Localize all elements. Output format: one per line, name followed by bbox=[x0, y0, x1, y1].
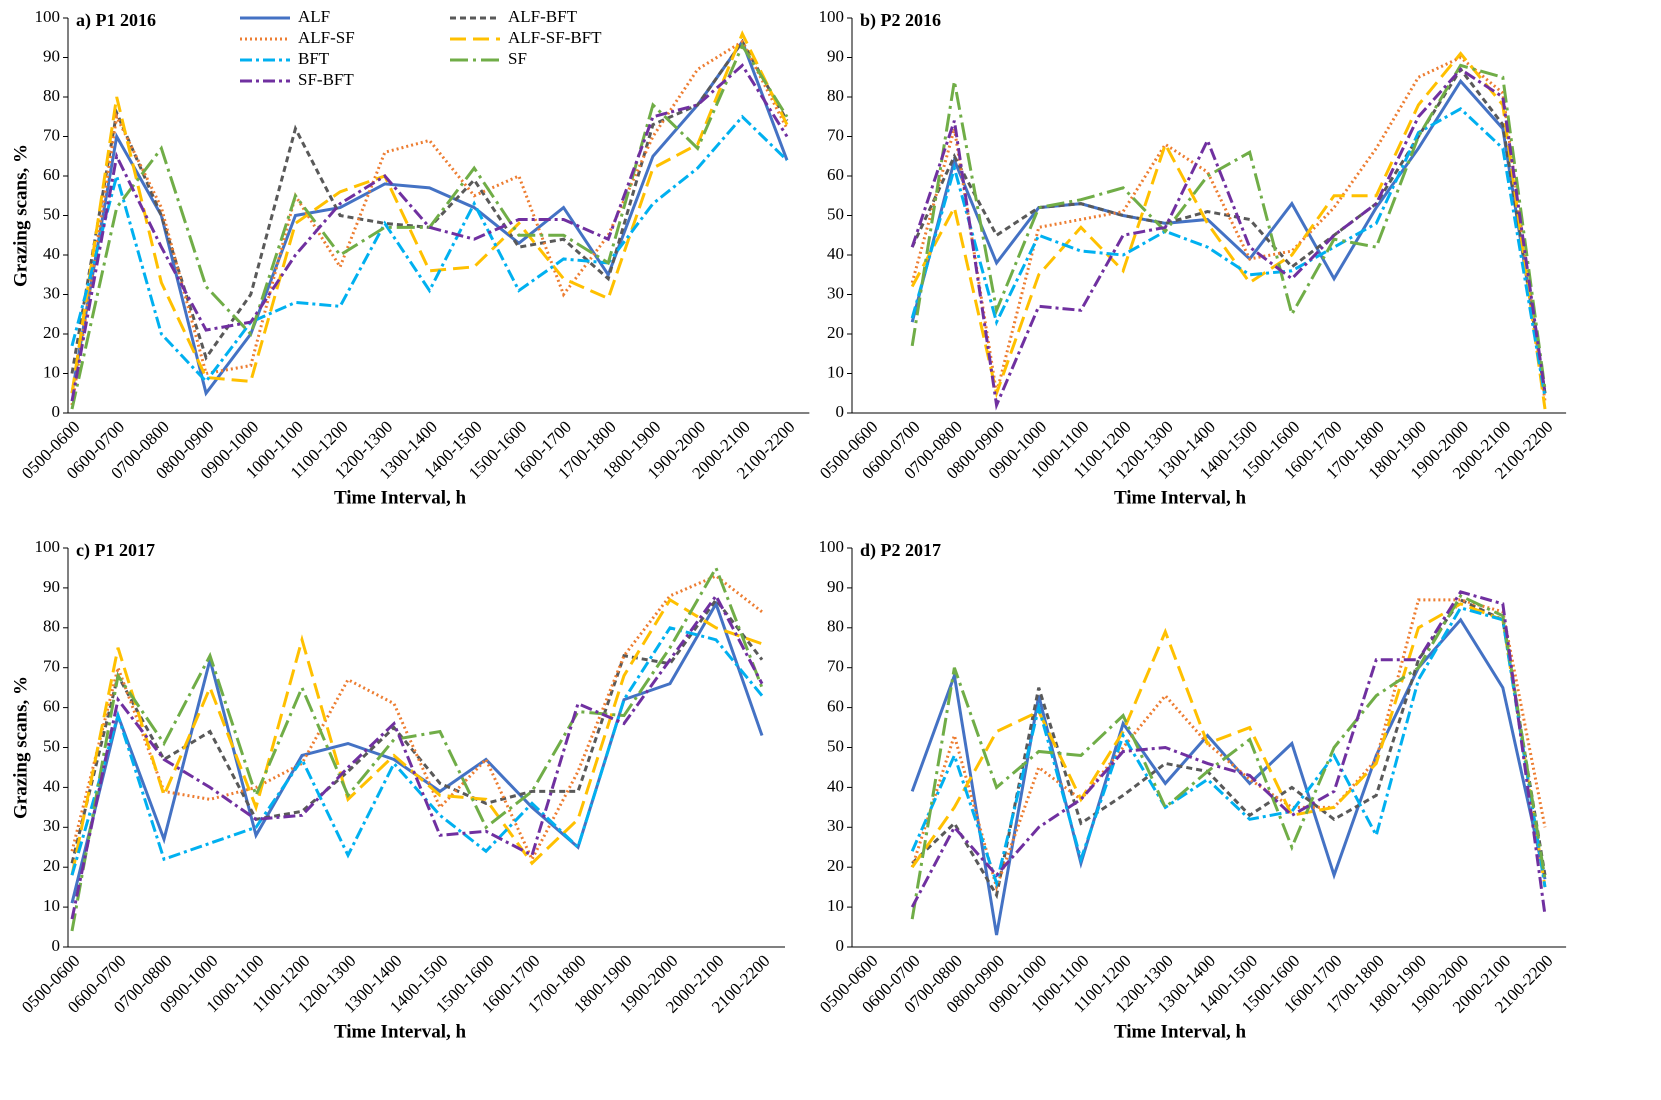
legend-label: SF bbox=[508, 49, 527, 68]
y-tick-label: 30 bbox=[43, 816, 60, 835]
series-line bbox=[70, 30, 789, 394]
y-tick-label: 80 bbox=[827, 617, 844, 636]
y-tick-label: 20 bbox=[827, 856, 844, 875]
y-tick-label: 80 bbox=[43, 86, 60, 105]
y-tick-label: 10 bbox=[43, 362, 60, 381]
y-tick-label: 0 bbox=[52, 402, 61, 421]
series-line bbox=[70, 597, 764, 864]
chart-title: c) P1 2017 bbox=[76, 540, 155, 561]
legend-label: ALF-SF bbox=[298, 28, 355, 47]
y-tick-label: 0 bbox=[52, 936, 61, 955]
series-line bbox=[70, 63, 789, 402]
chart-title: d) P2 2017 bbox=[860, 540, 941, 561]
y-tick-label: 100 bbox=[35, 537, 61, 556]
series-line bbox=[910, 63, 1547, 390]
y-tick-label: 90 bbox=[43, 46, 60, 65]
series-line bbox=[910, 598, 1547, 893]
y-tick-label: 30 bbox=[827, 283, 844, 302]
y-tick-label: 10 bbox=[827, 896, 844, 915]
y-tick-label: 70 bbox=[43, 125, 60, 144]
legend-label: BFT bbox=[298, 49, 330, 68]
series-line bbox=[910, 606, 1547, 889]
y-tick-label: 0 bbox=[836, 936, 845, 955]
series-line bbox=[910, 51, 1547, 410]
y-tick-label: 10 bbox=[827, 362, 844, 381]
legend-label: ALF-SF-BFT bbox=[508, 28, 602, 47]
series-line bbox=[910, 602, 1547, 888]
x-axis-label: Time Interval, h bbox=[334, 487, 467, 508]
series-line bbox=[911, 597, 1547, 900]
y-axis-label: Grazing scans, % bbox=[10, 676, 31, 819]
x-axis-label: Time Interval, h bbox=[334, 1021, 467, 1042]
y-tick-label: 90 bbox=[827, 577, 844, 596]
y-tick-label: 90 bbox=[43, 577, 60, 596]
series-line bbox=[70, 626, 764, 876]
series-line bbox=[70, 574, 763, 863]
series-line bbox=[70, 38, 789, 397]
x-axis-label: Time Interval, h bbox=[1114, 487, 1247, 508]
legend-label: ALF bbox=[298, 7, 330, 26]
y-tick-label: 70 bbox=[827, 657, 844, 676]
legend-label: SF-BFT bbox=[298, 70, 354, 89]
y-tick-label: 100 bbox=[819, 537, 845, 556]
y-axis-label: Grazing scans, % bbox=[10, 144, 31, 287]
series-line bbox=[910, 593, 1547, 920]
y-tick-label: 50 bbox=[43, 204, 60, 223]
y-tick-label: 40 bbox=[43, 776, 60, 795]
y-tick-label: 20 bbox=[43, 323, 60, 342]
series-line bbox=[910, 78, 1547, 394]
y-tick-label: 80 bbox=[43, 617, 60, 636]
series-line bbox=[70, 597, 763, 876]
legend-label: ALF-BFT bbox=[508, 7, 578, 26]
y-tick-label: 50 bbox=[43, 736, 60, 755]
series-line bbox=[910, 107, 1547, 398]
series-line bbox=[910, 590, 1547, 916]
y-tick-label: 80 bbox=[827, 86, 844, 105]
y-tick-label: 60 bbox=[43, 697, 60, 716]
x-axis-label: Time Interval, h bbox=[1114, 1021, 1247, 1042]
y-tick-label: 60 bbox=[43, 165, 60, 184]
series-line bbox=[910, 66, 1547, 394]
series-line bbox=[70, 39, 789, 406]
series-line bbox=[70, 114, 789, 384]
y-tick-label: 0 bbox=[836, 402, 845, 421]
y-tick-label: 20 bbox=[43, 856, 60, 875]
y-tick-label: 90 bbox=[827, 46, 844, 65]
y-tick-label: 100 bbox=[819, 7, 845, 26]
series-line bbox=[70, 593, 764, 920]
y-tick-label: 30 bbox=[827, 816, 844, 835]
series-line bbox=[910, 67, 1547, 411]
y-tick-label: 50 bbox=[827, 736, 844, 755]
y-tick-label: 30 bbox=[43, 283, 60, 302]
y-tick-label: 10 bbox=[43, 896, 60, 915]
series-line bbox=[70, 564, 764, 932]
chart-title: b) P2 2016 bbox=[860, 10, 941, 31]
y-tick-label: 60 bbox=[827, 165, 844, 184]
y-tick-label: 40 bbox=[43, 244, 60, 263]
y-tick-label: 50 bbox=[827, 204, 844, 223]
chart-title: a) P1 2016 bbox=[76, 10, 156, 31]
y-tick-label: 60 bbox=[827, 697, 844, 716]
y-tick-label: 20 bbox=[827, 323, 844, 342]
y-tick-label: 100 bbox=[35, 7, 61, 26]
y-tick-label: 40 bbox=[827, 776, 844, 795]
y-tick-label: 40 bbox=[827, 244, 844, 263]
y-tick-label: 70 bbox=[43, 657, 60, 676]
y-tick-label: 70 bbox=[827, 125, 844, 144]
